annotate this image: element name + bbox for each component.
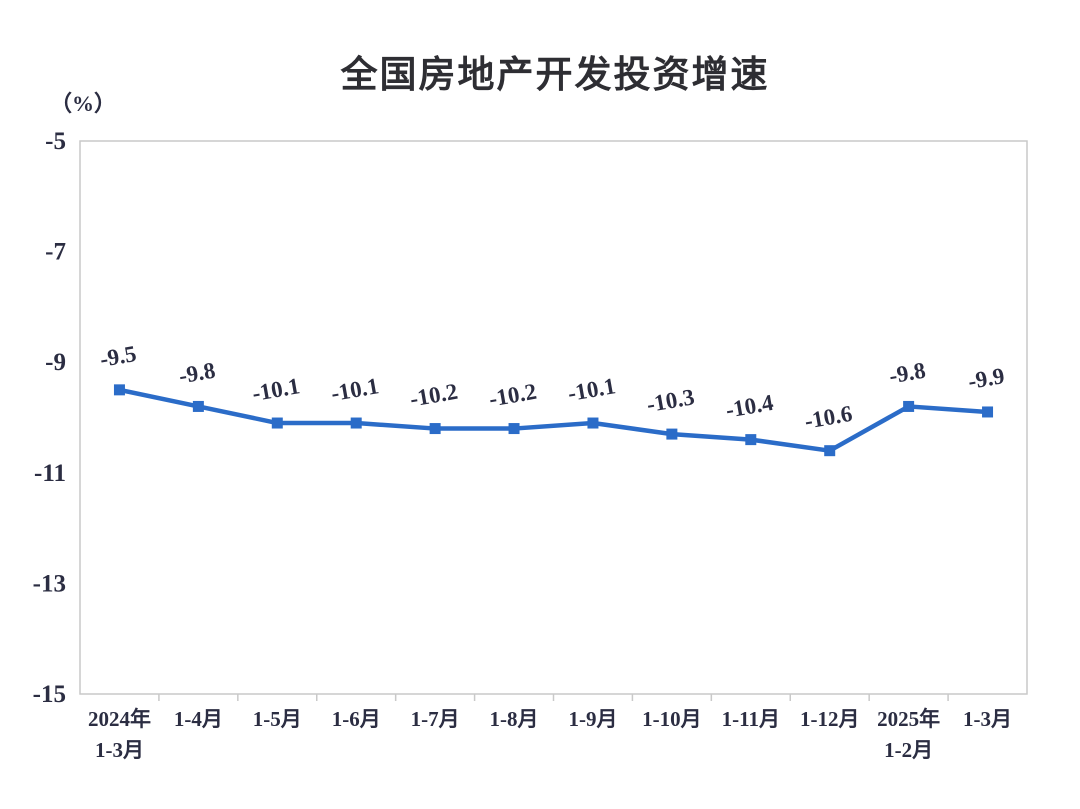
plot-area — [79, 140, 1028, 695]
data-point-marker — [745, 434, 757, 446]
data-point-label: -9.9 — [966, 363, 1006, 394]
y-axis-tick-label: -9 — [45, 349, 66, 376]
data-point-marker — [982, 406, 994, 418]
data-point-marker — [429, 423, 441, 435]
data-point-marker — [587, 417, 599, 429]
data-point-label: -9.5 — [98, 341, 138, 372]
data-point-marker — [271, 417, 283, 429]
x-axis-tick-label: 2025年 — [877, 707, 940, 731]
x-axis-tick-label: 1-9月 — [568, 707, 617, 731]
x-axis-tick-label: 1-3月 — [963, 707, 1012, 731]
data-series-line — [117, 387, 990, 453]
x-axis-tick-label: 1-11月 — [722, 707, 780, 731]
data-point-label: -9.8 — [887, 358, 927, 389]
data-point-marker — [666, 428, 678, 440]
y-axis-tick-label: -13 — [33, 570, 66, 597]
y-axis-tick-label: -5 — [45, 128, 66, 155]
data-point-marker — [508, 423, 520, 435]
data-point-marker — [824, 445, 836, 457]
data-point-marker — [113, 384, 125, 396]
x-axis-tick-label: 1-5月 — [253, 707, 302, 731]
data-point-marker — [350, 417, 362, 429]
chart-title: 全国房地产开发投资增速 — [340, 54, 770, 95]
y-axis-tick-label: -7 — [45, 239, 66, 266]
x-axis-tick-label: 1-2月 — [884, 738, 933, 762]
x-axis-tick-label: 1-8月 — [490, 707, 539, 731]
x-axis-tick-label: 1-10月 — [642, 707, 702, 731]
x-axis-tick-label: 2024年 — [88, 707, 151, 731]
data-point-label: -9.8 — [177, 358, 217, 389]
data-point-marker — [903, 400, 915, 412]
x-axis-tick-label: 1-7月 — [411, 707, 460, 731]
y-axis-tick-label: -11 — [34, 460, 66, 487]
x-axis-tick-label: 1-12月 — [800, 707, 860, 731]
y-axis-tick-label: -15 — [33, 681, 66, 708]
data-point-marker — [192, 400, 204, 412]
x-axis-tick-label: 1-6月 — [332, 707, 381, 731]
x-axis-tick-label: 1-4月 — [174, 707, 223, 731]
y-axis-unit-label: （%） — [50, 91, 117, 116]
x-axis-tick-label: 1-3月 — [95, 738, 144, 762]
